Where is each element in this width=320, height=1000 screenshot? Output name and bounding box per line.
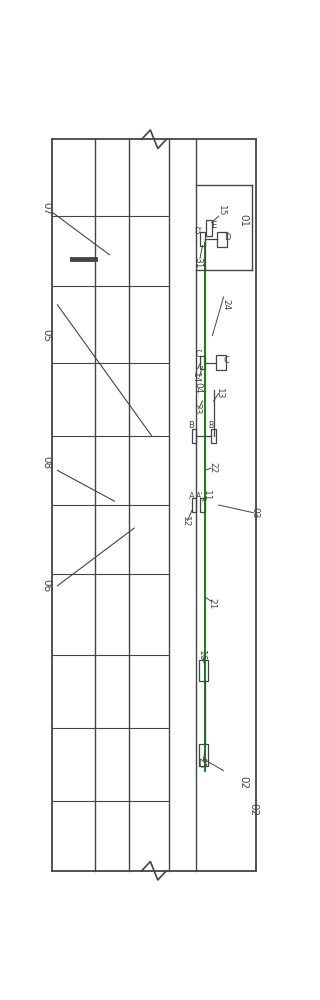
Bar	[200, 498, 205, 512]
Bar	[216, 355, 226, 370]
Text: 11: 11	[202, 490, 211, 502]
Text: B': B'	[208, 421, 215, 430]
Text: A: A	[189, 492, 195, 501]
Bar	[205, 220, 212, 235]
Text: 05: 05	[41, 329, 51, 342]
Text: 04: 04	[193, 382, 202, 393]
Text: D': D'	[195, 227, 203, 235]
Text: 31: 31	[194, 257, 203, 268]
Bar	[192, 498, 196, 512]
Text: 16: 16	[197, 650, 206, 662]
Text: C': C'	[196, 350, 204, 359]
Text: 13: 13	[215, 388, 224, 399]
Text: E: E	[212, 221, 217, 230]
Text: 08: 08	[41, 456, 51, 469]
Text: 12: 12	[181, 516, 190, 528]
Text: 02: 02	[238, 776, 248, 789]
Text: 15: 15	[217, 205, 226, 216]
Text: 24: 24	[221, 299, 230, 310]
Text: 02: 02	[248, 803, 258, 816]
Bar	[217, 232, 227, 247]
Bar	[199, 660, 208, 681]
Text: 25: 25	[197, 757, 206, 769]
Text: C: C	[223, 356, 229, 365]
Text: A': A'	[196, 492, 204, 501]
Text: 21: 21	[207, 598, 216, 609]
Text: D: D	[225, 233, 231, 242]
Text: 03: 03	[250, 507, 259, 518]
Text: B: B	[188, 421, 194, 430]
Bar	[192, 429, 196, 443]
Bar	[200, 232, 205, 246]
Text: 23: 23	[192, 403, 201, 414]
Bar	[212, 429, 216, 443]
Text: 07: 07	[41, 202, 51, 215]
Bar	[200, 356, 205, 369]
Text: 01: 01	[238, 214, 248, 227]
Text: 22: 22	[208, 462, 217, 474]
Text: 14: 14	[191, 372, 200, 383]
Text: 06: 06	[41, 579, 51, 592]
Bar	[199, 744, 208, 766]
